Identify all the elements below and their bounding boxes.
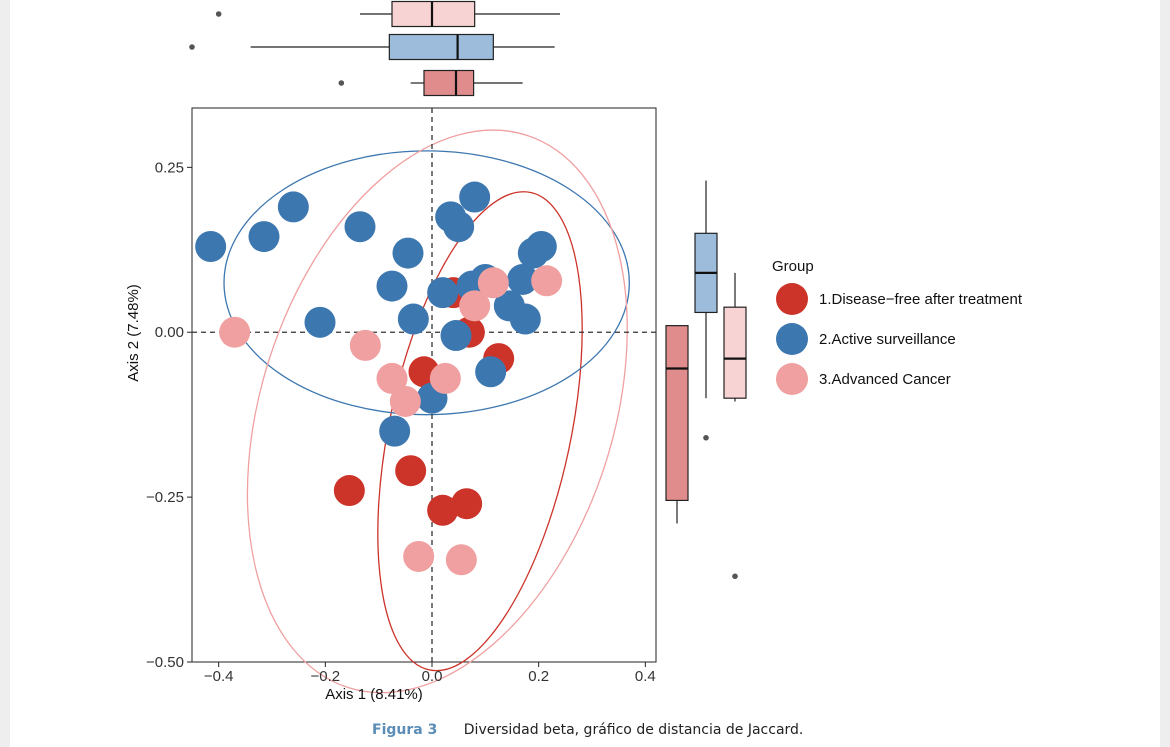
data-point bbox=[517, 237, 549, 269]
data-point bbox=[427, 277, 459, 309]
data-point bbox=[379, 415, 411, 447]
data-point bbox=[440, 320, 472, 352]
data-point bbox=[509, 303, 541, 335]
data-point bbox=[389, 385, 421, 417]
data-point bbox=[395, 455, 427, 487]
box-outlier bbox=[732, 573, 738, 580]
y-tick-label: 0.00 bbox=[155, 324, 184, 341]
data-point bbox=[195, 231, 227, 262]
caption-label: Figura 3 bbox=[372, 722, 438, 738]
data-point bbox=[459, 181, 491, 213]
data-point bbox=[376, 362, 408, 394]
confidence-ellipse bbox=[246, 129, 628, 694]
y-marginal-boxplots bbox=[665, 180, 747, 580]
confidence-ellipse bbox=[223, 150, 630, 416]
x-tick-label: −0.4 bbox=[204, 668, 234, 685]
box-outlier bbox=[189, 44, 195, 50]
data-point bbox=[277, 191, 309, 223]
x-tick-label: −0.2 bbox=[311, 668, 341, 685]
box-outlier bbox=[215, 11, 222, 17]
box bbox=[391, 0, 476, 28]
legend-label: 3.Advanced Cancer bbox=[819, 371, 951, 388]
plot-area bbox=[191, 107, 657, 694]
legend-label: 2.Active surveillance bbox=[819, 331, 956, 348]
data-point bbox=[429, 362, 461, 394]
y-tick-label: −0.25 bbox=[146, 489, 184, 506]
data-point bbox=[304, 306, 336, 338]
box-outlier bbox=[703, 434, 709, 441]
data-point bbox=[475, 356, 507, 388]
data-point bbox=[392, 237, 424, 269]
figure-caption: Figura 3 Diversidad beta, gráfico de dis… bbox=[372, 722, 803, 738]
y-axis-title: Axis 2 (7.48%) bbox=[125, 284, 142, 382]
x-tick-label: 0.2 bbox=[528, 668, 549, 685]
figure-page: −0.4 −0.2 0.0 0.2 0.4 0.25 0.00 −0.25 −0.50 Axis … bbox=[10, 0, 1160, 747]
data-point bbox=[344, 211, 376, 243]
data-point bbox=[445, 544, 477, 576]
data-point bbox=[248, 221, 280, 253]
legend: Group 1.Disease−free after treatment 2.Act… bbox=[772, 258, 1023, 395]
legend-title: Group bbox=[772, 258, 814, 275]
box-outlier bbox=[338, 80, 345, 86]
box bbox=[423, 69, 475, 97]
data-point bbox=[349, 329, 381, 361]
data-point bbox=[531, 265, 563, 297]
y-tick-label: 0.25 bbox=[155, 159, 184, 176]
data-point bbox=[477, 267, 509, 299]
x-marginal-boxplots bbox=[189, 0, 560, 97]
legend-label: 1.Disease−free after treatment bbox=[819, 291, 1023, 308]
legend-swatch bbox=[776, 363, 808, 395]
y-tick-label: −0.50 bbox=[146, 654, 184, 671]
x-axis-title: Axis 1 (8.41%) bbox=[325, 686, 423, 703]
data-point bbox=[333, 475, 365, 507]
box bbox=[388, 33, 494, 61]
data-point bbox=[397, 303, 429, 335]
x-tick-label: 0.4 bbox=[635, 668, 656, 685]
scatter-chart: −0.4 −0.2 0.0 0.2 0.4 0.25 0.00 −0.25 −0.50 Axis … bbox=[125, 0, 1023, 703]
caption-text: Diversidad beta, gráfico de distancia de… bbox=[463, 722, 804, 738]
box bbox=[723, 306, 747, 399]
legend-swatch bbox=[776, 323, 808, 355]
data-point bbox=[459, 290, 491, 322]
axes: −0.4 −0.2 0.0 0.2 0.4 0.25 0.00 −0.25 −0.50 Axis … bbox=[125, 159, 656, 703]
box bbox=[665, 325, 689, 502]
data-point bbox=[451, 488, 483, 520]
data-point bbox=[427, 494, 459, 526]
data-point bbox=[219, 316, 251, 348]
data-point bbox=[507, 263, 539, 295]
data-point bbox=[403, 540, 435, 572]
legend-swatch bbox=[776, 283, 808, 315]
data-point bbox=[376, 270, 408, 302]
data-point bbox=[443, 211, 475, 243]
x-tick-label: 0.0 bbox=[422, 668, 443, 685]
